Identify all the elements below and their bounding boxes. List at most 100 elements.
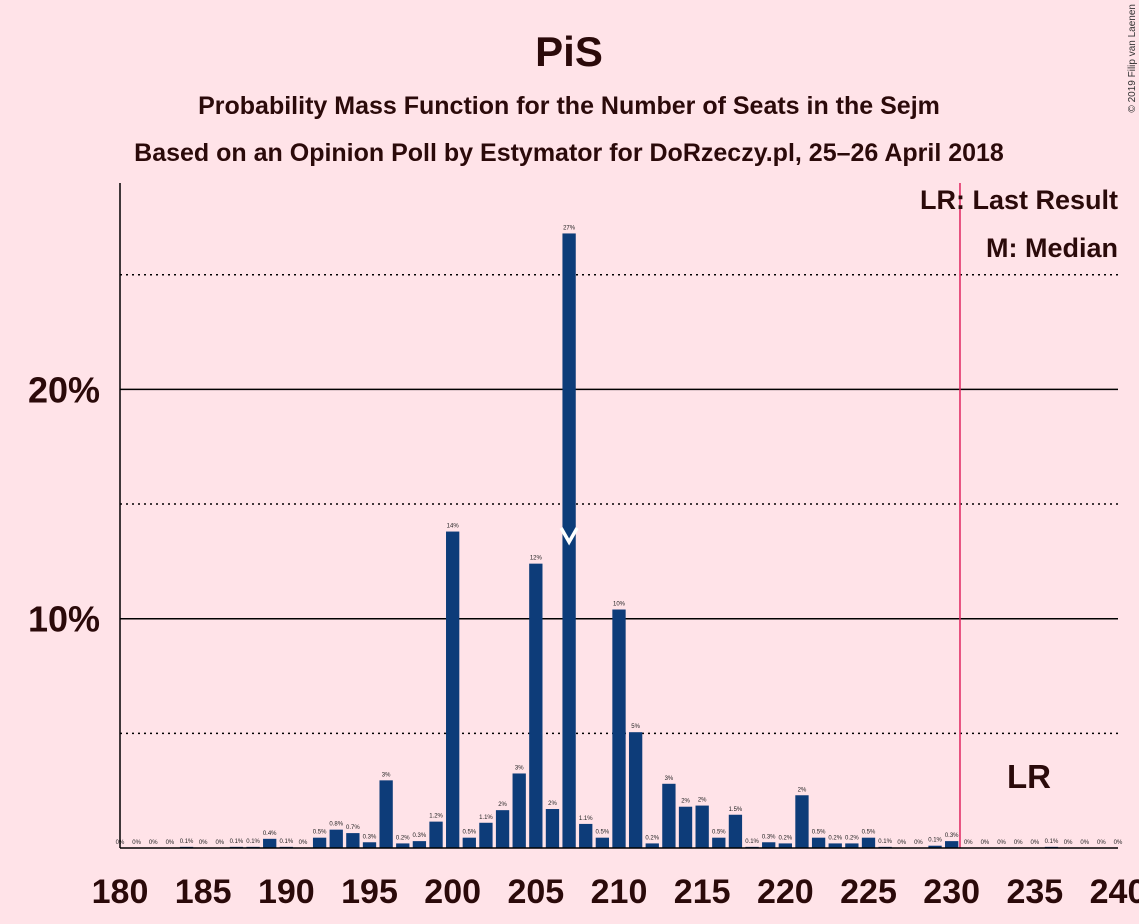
bar-value-label: 0.2% (778, 835, 792, 841)
bar (695, 805, 709, 848)
x-tick-label: 215 (674, 873, 731, 911)
bar-value-label: 0% (299, 840, 308, 846)
bar (579, 823, 593, 848)
bar-value-label: 0.5% (812, 830, 826, 836)
bar-value-label: 0.5% (313, 830, 327, 836)
bar (861, 837, 876, 848)
bar (429, 821, 443, 848)
legend-median: M: Median (986, 233, 1118, 263)
bar-value-label: 0.2% (645, 835, 659, 841)
bar-value-label: 2% (548, 801, 557, 807)
y-tick-label: 10% (28, 599, 100, 640)
x-tick-label: 210 (591, 873, 648, 911)
bar (678, 806, 693, 848)
bar (628, 732, 643, 848)
bar (795, 795, 809, 848)
bar-value-label: 0% (132, 840, 141, 846)
bar (828, 843, 842, 848)
bar-value-label: 1.2% (429, 814, 443, 820)
bar-value-label: 14% (447, 524, 460, 530)
bar (778, 843, 792, 848)
bar-value-label: 3% (515, 765, 524, 771)
bar (945, 841, 959, 848)
bar-value-label: 2% (681, 799, 690, 805)
chart-title: PiS (535, 28, 603, 75)
chart-subtitle-2: Based on an Opinion Poll by Estymator fo… (134, 139, 1004, 167)
bar-value-label: 5% (631, 724, 640, 730)
median-marker (559, 527, 579, 546)
bar-value-label: 0% (199, 840, 208, 846)
bar (479, 822, 493, 848)
bar (662, 783, 676, 848)
bar-value-label: 3% (382, 772, 391, 778)
bar-value-label: 0% (166, 840, 175, 846)
bar-value-label: 0% (1080, 840, 1089, 846)
bar-value-label: 0.1% (279, 839, 293, 845)
bar-value-label: 0% (1064, 840, 1073, 846)
bar (412, 841, 427, 848)
bar-value-label: 0.5% (712, 830, 726, 836)
bar (645, 843, 659, 848)
bar (346, 833, 360, 848)
legend-last-result: LR: Last Result (920, 185, 1118, 215)
bar-value-label: 0.3% (413, 833, 427, 839)
bar (762, 842, 776, 848)
bar (312, 837, 327, 848)
bar (845, 843, 859, 848)
last-result-marker-label: LR (1007, 758, 1051, 795)
x-tick-label: 195 (341, 873, 398, 911)
bar-value-label: 0% (1014, 840, 1023, 846)
x-tick-label: 180 (92, 873, 149, 911)
bar-value-label: 0.1% (230, 839, 244, 845)
x-tick-label: 200 (424, 873, 481, 911)
bar (462, 837, 476, 848)
x-tick-label: 240 (1090, 873, 1139, 911)
bar-value-label: 2% (698, 798, 707, 804)
bar (529, 563, 543, 848)
copyright-note: © 2019 Filip van Laenen (1127, 4, 1138, 113)
chart-subtitle-1: Probability Mass Function for the Number… (198, 92, 940, 120)
bar (595, 837, 610, 848)
bar-value-label: 0.1% (745, 839, 759, 845)
bar-value-label: 0% (897, 840, 906, 846)
bar-value-label: 0.1% (1045, 839, 1059, 845)
bar-value-label: 0.3% (762, 834, 776, 840)
bar-value-label: 0.1% (928, 838, 942, 844)
bar-value-label: 0.1% (180, 839, 194, 845)
bar-value-label: 0% (964, 840, 973, 846)
bar (612, 609, 626, 848)
bar (811, 837, 826, 848)
y-tick-label: 20% (28, 369, 100, 410)
bar-value-label: 1.1% (579, 816, 593, 822)
bar-value-label: 10% (613, 602, 626, 608)
x-tick-label: 185 (175, 873, 232, 911)
bar-value-label: 0% (997, 840, 1006, 846)
axes: 180 185 190 195 200 205 210 215 220 225 230 235 240 1… (28, 183, 1139, 911)
bars (179, 183, 1059, 849)
bar-value-label: 0% (1030, 840, 1039, 846)
bar-value-label: 0.5% (596, 830, 610, 836)
bar (263, 838, 277, 848)
bar (396, 843, 410, 848)
x-tick-label: 220 (757, 873, 814, 911)
bar (712, 837, 726, 848)
bar (545, 809, 560, 848)
bar-value-label: 2% (798, 787, 807, 793)
bar-value-label: 0.2% (396, 835, 410, 841)
x-tick-label: 235 (1006, 873, 1063, 911)
bar (446, 531, 460, 848)
bar-value-label: 0.1% (878, 839, 892, 845)
bar-value-label: 0% (981, 840, 990, 846)
bar (928, 845, 942, 848)
x-tick-label: 225 (840, 873, 897, 911)
x-tick-label: 205 (507, 873, 564, 911)
bar-value-label: 0% (1114, 840, 1123, 846)
bar (495, 810, 510, 848)
bar-value-label: 0.8% (329, 822, 343, 828)
bar-value-label: 27% (563, 225, 576, 231)
bar-value-label: 0.4% (263, 831, 277, 837)
bar-value-label: 0.1% (246, 839, 260, 845)
bar (362, 842, 377, 848)
bar-value-label: 0.3% (363, 834, 377, 840)
x-tick-label: 190 (258, 873, 315, 911)
